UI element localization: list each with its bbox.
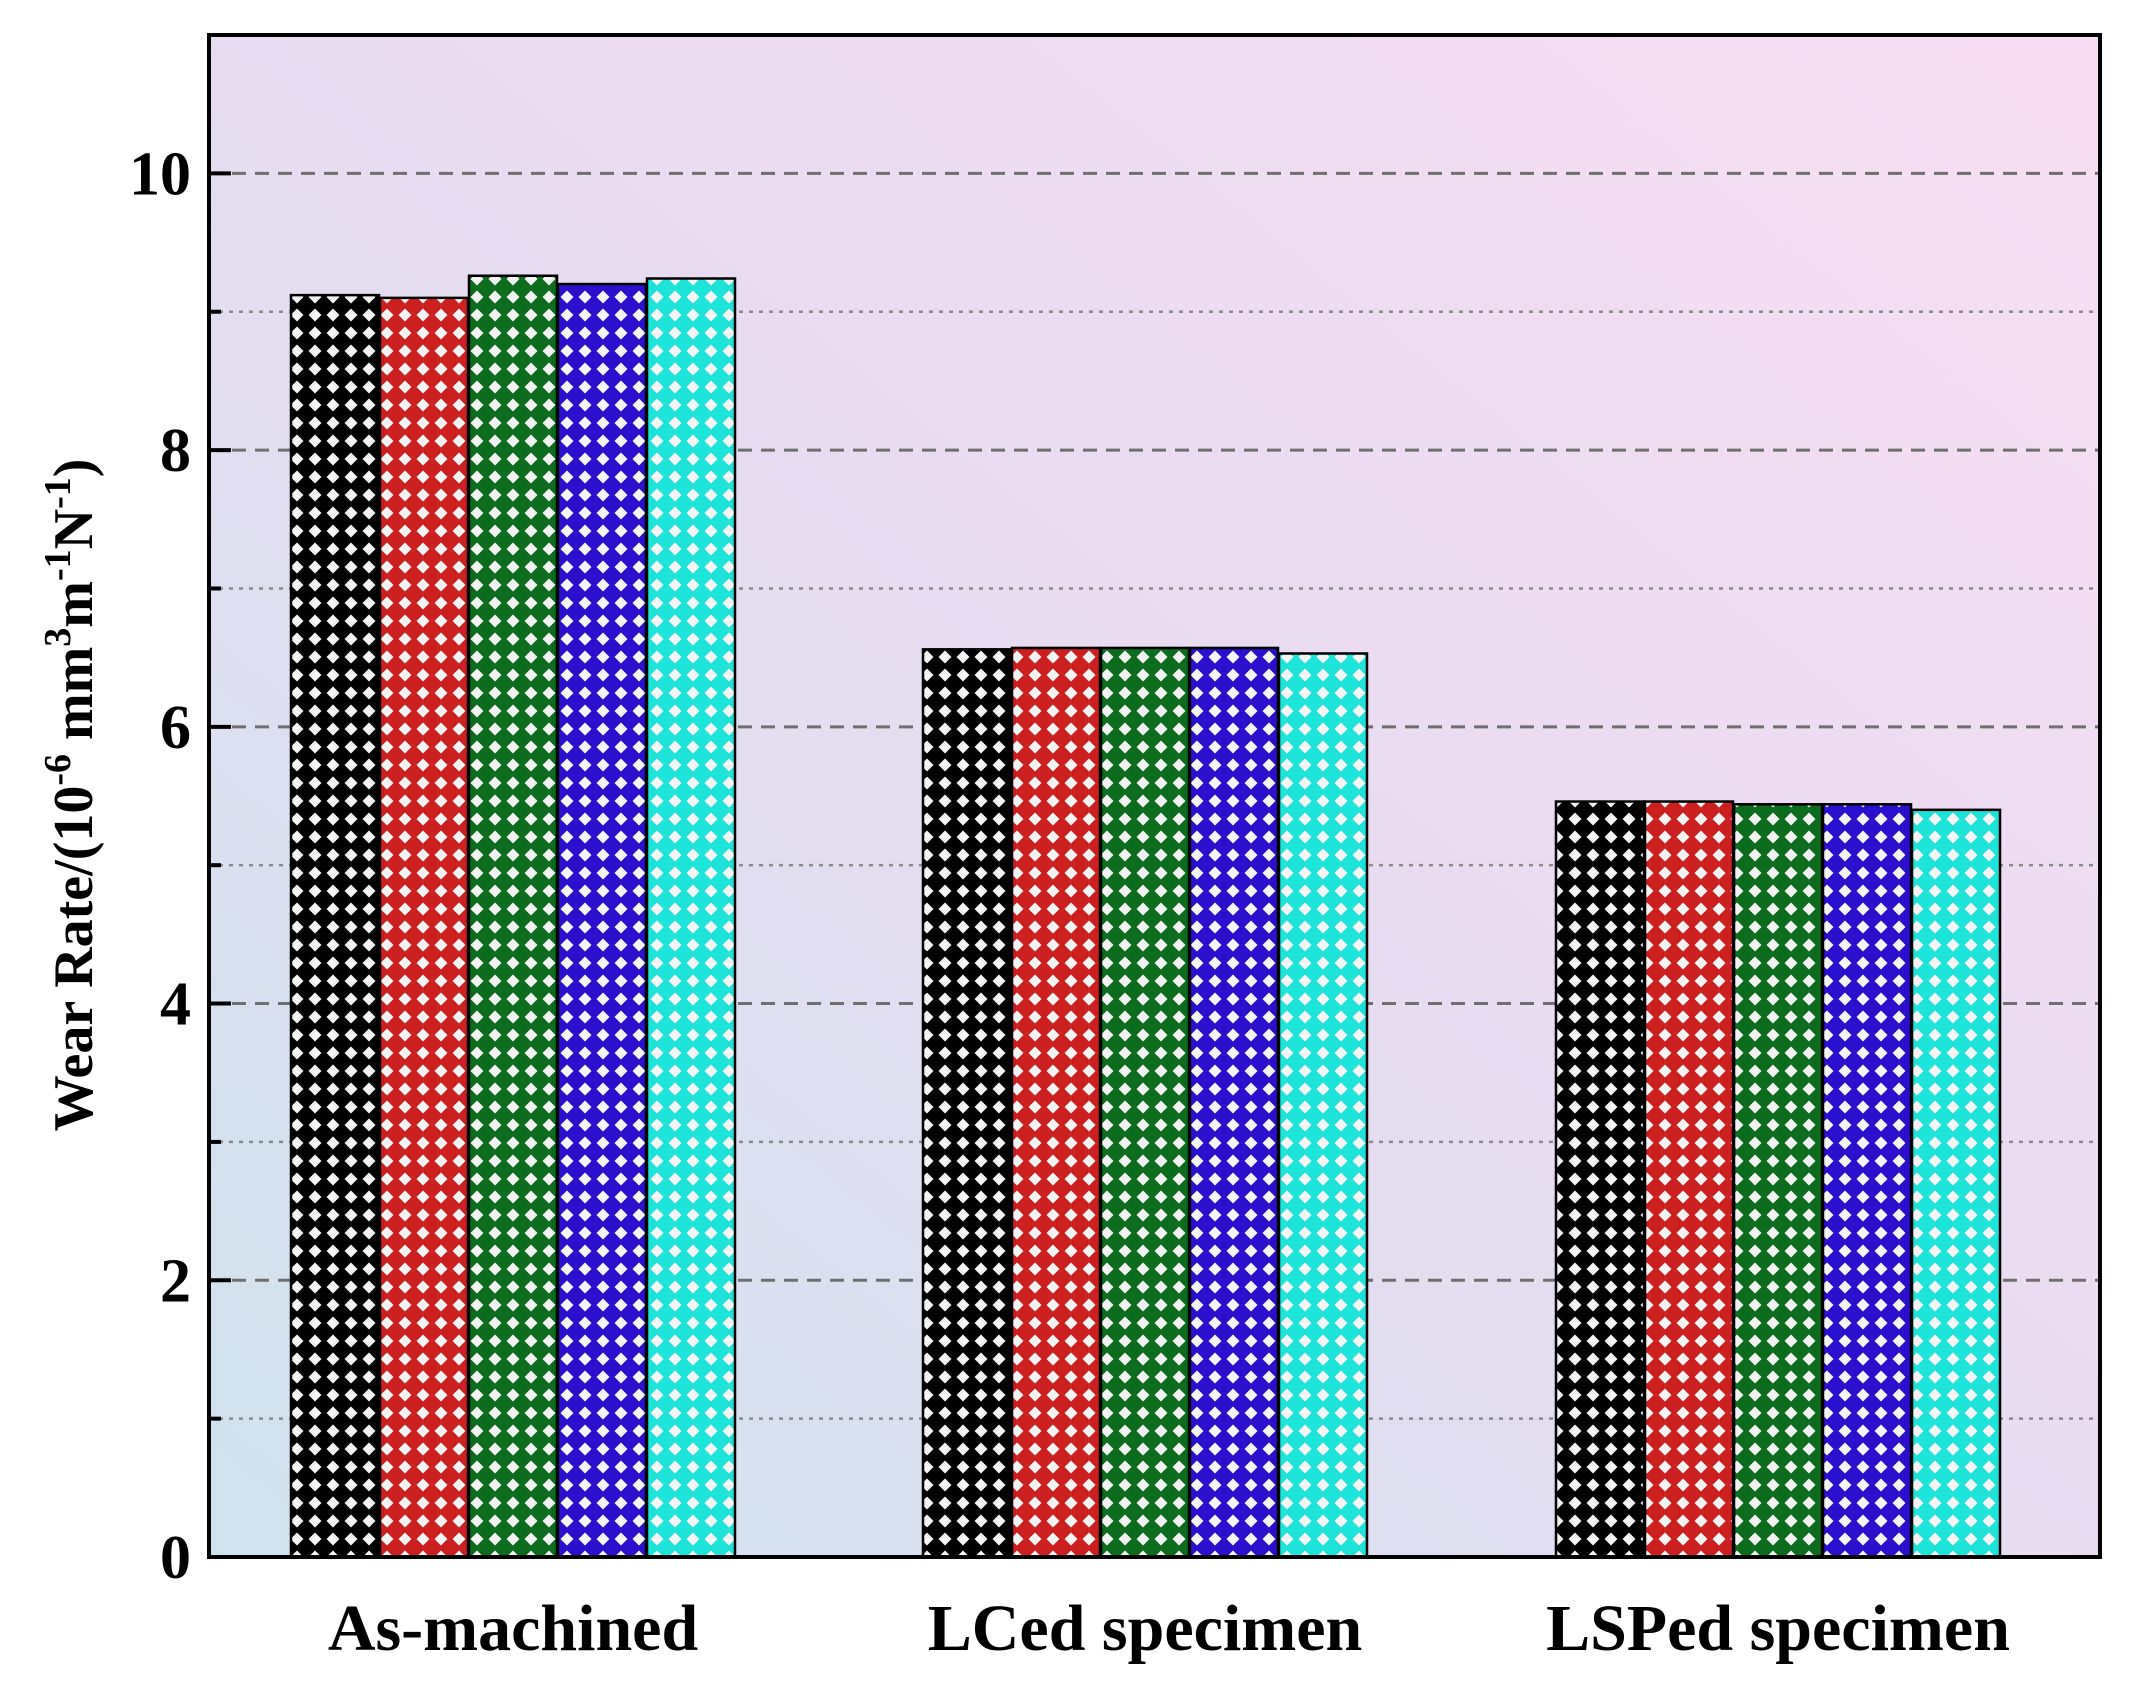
bar [467,274,559,1559]
bars [289,274,2002,1559]
bar [1188,646,1280,1559]
y-tick-label: 10 [129,140,191,208]
bar [1643,800,1735,1559]
y-tick-label: 4 [160,971,191,1039]
y-tick-label: 8 [160,417,191,485]
y-tick-label: 2 [160,1247,191,1315]
y-tick-label: 6 [160,694,191,762]
bar [378,296,470,1559]
bar [556,282,648,1559]
plot-frame [207,33,2102,1559]
axes [207,33,2102,1559]
category-label: As-machined [328,1592,698,1665]
bar [1732,803,1824,1559]
bar [1910,808,2002,1559]
y-tick-labels: 0 2 4 6 8 10 [129,140,191,1592]
category-label: LSPed specimen [1546,1592,2010,1665]
y-tick-label: 0 [160,1524,191,1592]
y-axis-title: Wear Rate/(10-6 mm3m-1N-1) [37,459,105,1132]
bar [1099,646,1191,1559]
bar [1821,803,1913,1559]
bar [1010,646,1102,1559]
category-label: LCed specimen [928,1592,1362,1665]
bar [1554,800,1646,1559]
bar [1277,652,1369,1559]
category-labels: As-machined LCed specimen LSPed specimen [328,1592,2010,1665]
bar [921,648,1013,1559]
bar [289,293,381,1559]
bar [645,277,737,1559]
